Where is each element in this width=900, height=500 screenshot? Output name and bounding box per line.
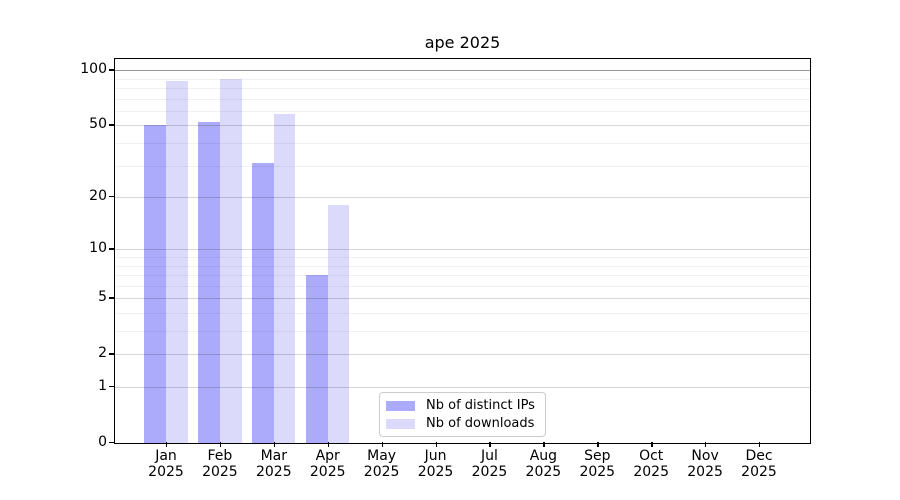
x-tick-label-feb: Feb 2025 bbox=[202, 448, 238, 480]
plot-area bbox=[114, 58, 811, 444]
gridline-minor-9 bbox=[115, 256, 810, 258]
x-tick-mark-aug bbox=[543, 442, 545, 447]
legend: Nb of distinct IPs Nb of downloads bbox=[379, 392, 546, 437]
bar-distinct-ips-feb bbox=[198, 122, 220, 443]
x-tick-label-sep: Sep 2025 bbox=[579, 448, 616, 480]
bar-distinct-ips-mar bbox=[252, 163, 274, 443]
bar-downloads-mar bbox=[273, 113, 296, 443]
y-tick-label-0: 0 bbox=[98, 434, 107, 450]
y-tick-label-2: 2 bbox=[98, 345, 107, 362]
x-tick-mark-jul bbox=[489, 442, 491, 447]
x-tick-mark-feb bbox=[219, 442, 222, 447]
x-tick-label-mar: Mar 2025 bbox=[255, 448, 292, 480]
gridline-minor-70 bbox=[115, 98, 810, 100]
x-tick-label-dec: Dec 2025 bbox=[741, 448, 777, 480]
chart-title: ape 2025 bbox=[424, 33, 501, 52]
gridline-minor-60 bbox=[115, 110, 810, 112]
bar-downloads-jan bbox=[166, 81, 188, 443]
x-tick-label-jun: Jun 2025 bbox=[417, 448, 454, 480]
x-tick-label-nov: Nov 2025 bbox=[687, 448, 723, 480]
y-tick-label-1: 1 bbox=[98, 378, 107, 394]
gridline-50 bbox=[115, 125, 810, 127]
x-tick-label-oct: Oct 2025 bbox=[633, 448, 669, 480]
y-tick-mark-100 bbox=[109, 69, 114, 71]
x-tick-label-jul: Jul 2025 bbox=[471, 448, 508, 480]
gridline-minor-7 bbox=[115, 275, 810, 277]
y-tick-mark-1 bbox=[109, 386, 114, 388]
x-tick-mark-jun bbox=[435, 442, 437, 447]
bar-distinct-ips-apr bbox=[306, 275, 328, 443]
y-tick-label-5: 5 bbox=[98, 289, 107, 306]
x-tick-mark-mar bbox=[273, 442, 276, 447]
y-tick-mark-2 bbox=[109, 353, 114, 355]
x-tick-mark-sep bbox=[597, 442, 599, 447]
gridline-10 bbox=[115, 249, 810, 251]
bar-downloads-feb bbox=[219, 78, 242, 443]
gridline-5 bbox=[115, 298, 810, 300]
gridline-20 bbox=[115, 197, 810, 199]
gridline-minor-80 bbox=[115, 88, 810, 89]
x-tick-mark-jan bbox=[166, 442, 168, 447]
x-tick-mark-may bbox=[381, 442, 384, 447]
legend-label-downloads: Nb of downloads bbox=[426, 416, 535, 431]
y-tick-mark-20 bbox=[109, 196, 114, 198]
gridline-minor-6 bbox=[115, 285, 810, 287]
y-tick-label-100: 100 bbox=[80, 61, 107, 78]
legend-swatch-distinct-ips bbox=[386, 400, 415, 411]
gridline-100 bbox=[115, 70, 810, 72]
y-tick-label-20: 20 bbox=[89, 188, 107, 205]
y-tick-mark-10 bbox=[109, 248, 114, 250]
gridline-minor-90 bbox=[115, 78, 810, 80]
x-tick-label-aug: Aug 2025 bbox=[525, 448, 562, 480]
legend-item-distinct-ips: Nb of distinct IPs bbox=[386, 398, 539, 413]
legend-label-distinct-ips: Nb of distinct IPs bbox=[426, 398, 535, 413]
x-tick-mark-dec bbox=[759, 442, 761, 447]
legend-swatch-downloads bbox=[386, 418, 415, 429]
y-tick-mark-5 bbox=[109, 297, 114, 299]
gridline-1 bbox=[115, 387, 810, 388]
y-tick-mark-0 bbox=[109, 442, 114, 444]
y-tick-label-50: 50 bbox=[89, 116, 107, 133]
gridline-minor-40 bbox=[115, 143, 810, 144]
y-tick-mark-50 bbox=[109, 124, 114, 126]
bar-distinct-ips-jan bbox=[144, 125, 166, 443]
y-tick-label-10: 10 bbox=[89, 240, 107, 257]
gridline-minor-8 bbox=[115, 265, 810, 267]
bar-downloads-apr bbox=[327, 205, 350, 443]
x-tick-mark-oct bbox=[651, 442, 653, 447]
gridline-minor-4 bbox=[115, 312, 810, 314]
x-tick-label-apr: Apr 2025 bbox=[309, 448, 346, 480]
gridline-2 bbox=[115, 354, 810, 356]
x-tick-mark-apr bbox=[327, 442, 330, 447]
x-tick-label-jan: Jan 2025 bbox=[148, 448, 184, 480]
x-tick-label-may: May 2025 bbox=[363, 448, 400, 480]
gridline-minor-3 bbox=[115, 331, 810, 332]
legend-item-downloads: Nb of downloads bbox=[386, 416, 539, 431]
gridline-minor-30 bbox=[115, 165, 810, 167]
x-tick-mark-nov bbox=[705, 442, 707, 447]
